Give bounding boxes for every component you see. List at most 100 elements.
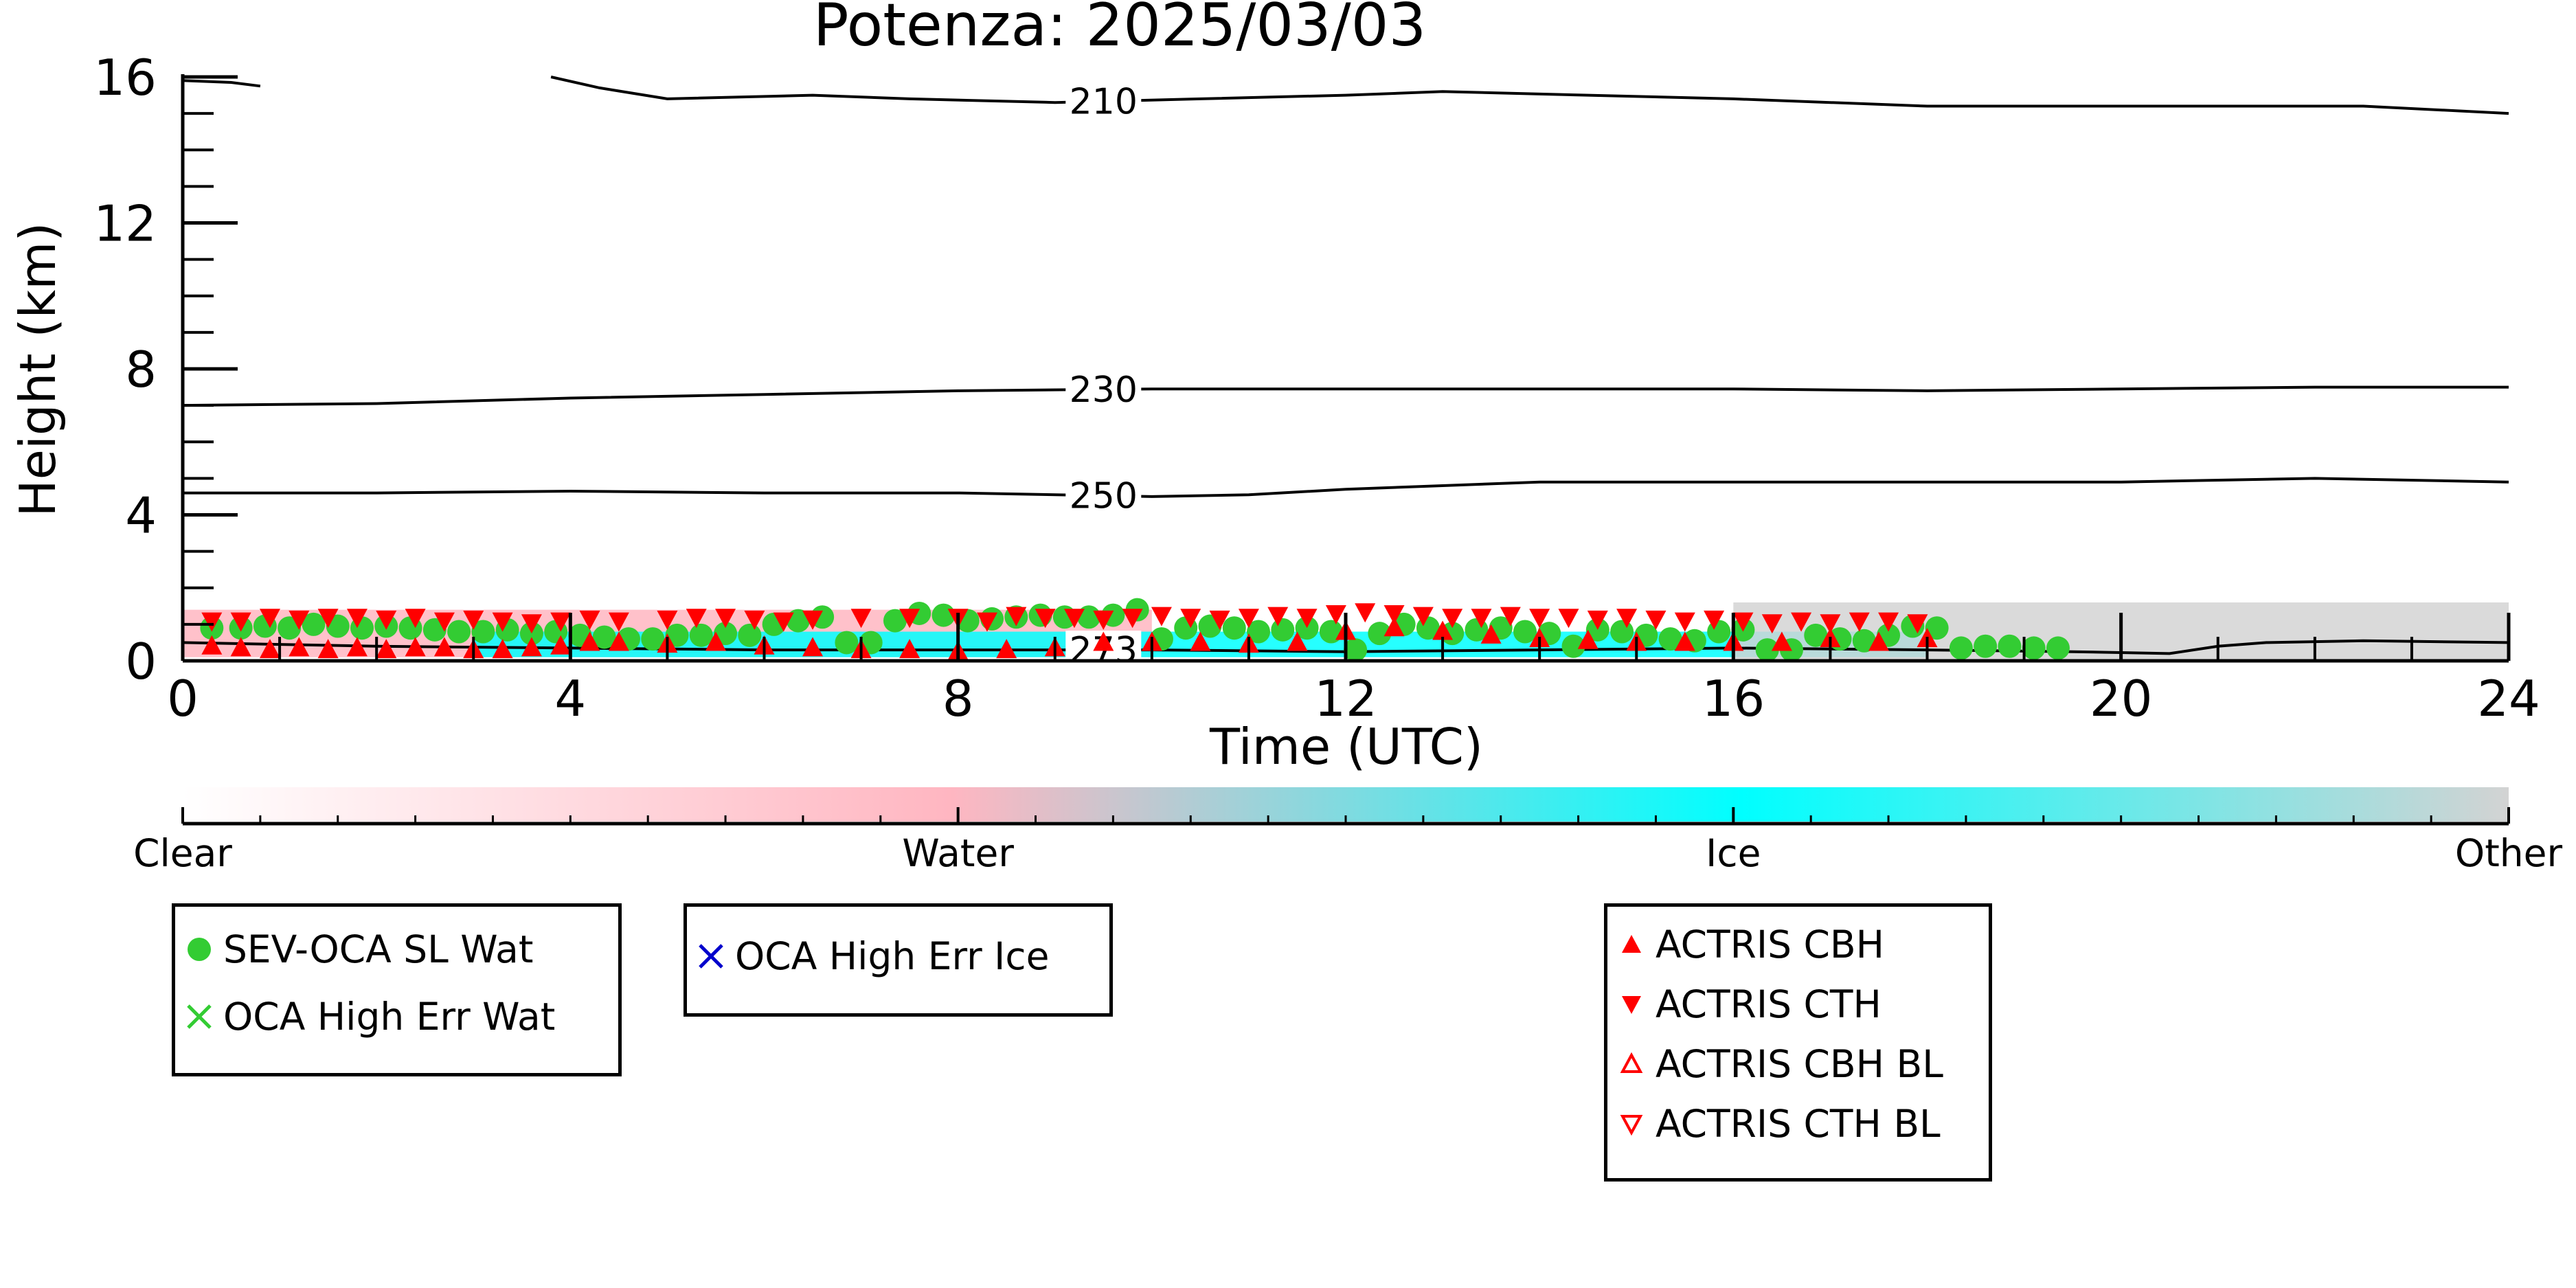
legend-oca-ice: OCA High Err Ice (683, 903, 1113, 1017)
point-sev-oca-sl-wat (302, 612, 326, 636)
point-actris-cth (1907, 614, 1928, 634)
point-actris-cth (463, 610, 484, 630)
point-actris-cth (550, 612, 572, 632)
red-open-triangle-down-marker-icon (1620, 1115, 1643, 1136)
colorbar-ticks: Clear Water Ice Other (133, 807, 2562, 875)
point-actris-cth (1761, 614, 1783, 634)
point-actris-cbh (802, 637, 824, 657)
contour-label-bg (1065, 82, 1142, 118)
point-actris-cth (1209, 610, 1230, 630)
point-actris-cth (492, 612, 513, 632)
contour-label: 230 (1070, 370, 1138, 411)
legend-entry-actris-cth-bl: ACTRIS CTH BL (1607, 1096, 1941, 1151)
point-actris-cth (1820, 614, 1841, 634)
point-sev-oca-sl-wat (883, 609, 907, 633)
point-sev-oca-sl-wat (1925, 616, 1949, 640)
point-actris-cth (317, 609, 339, 629)
point-sev-oca-sl-wat (1513, 620, 1537, 644)
point-actris-cth (376, 610, 397, 630)
contour-250-line (183, 477, 2509, 498)
point-actris-cbh (317, 639, 339, 659)
contour-210-line (182, 79, 261, 88)
point-sev-oca-sl-wat (1368, 622, 1392, 646)
y-tick-label: 4 (125, 487, 157, 545)
point-actris-cth (850, 609, 872, 629)
point-actris-cbh (346, 637, 368, 657)
point-sev-oca-sl-wat (1561, 634, 1585, 658)
chart-title: Potenza: 2025/03/03 (813, 0, 1426, 60)
point-actris-cth (405, 609, 426, 629)
point-actris-cbh (1287, 631, 1308, 651)
legend-label: OCA High Err Wat (223, 995, 556, 1039)
point-actris-cbh (230, 637, 251, 657)
point-actris-cth (773, 612, 794, 632)
point-actris-cth (579, 610, 600, 630)
point-sev-oca-sl-wat (1998, 634, 2022, 658)
colorbar-label: Clear (133, 831, 232, 875)
point-actris-cth (1063, 609, 1085, 629)
point-actris-cth (1587, 610, 1608, 630)
point-actris-cbh (996, 639, 1017, 659)
legend-entry-oca-high-err-wat: OCA High Err Wat (175, 989, 555, 1044)
legend-label: ACTRIS CBH BL (1656, 1042, 1943, 1086)
point-actris-cth (1035, 609, 1056, 629)
point-actris-cth (1878, 612, 1899, 632)
point-actris-cth (1325, 605, 1346, 624)
point-actris-cbh (579, 631, 600, 651)
point-actris-cbh (492, 639, 513, 659)
point-sev-oca-sl-wat (2046, 636, 2070, 660)
point-sev-oca-sl-wat (1610, 620, 1634, 644)
point-sev-oca-sl-wat (447, 620, 471, 644)
contour-label: 250 (1070, 476, 1138, 517)
point-actris-cth (608, 612, 629, 632)
point-actris-cth (433, 612, 455, 632)
point-actris-cth (976, 612, 997, 632)
point-sev-oca-sl-wat (592, 625, 616, 649)
point-actris-cbh (433, 637, 455, 657)
contour-label: 210 (1070, 81, 1138, 122)
point-sev-oca-sl-wat (1247, 620, 1271, 644)
x-axis-label: Time (UTC) (1209, 718, 1483, 776)
point-actris-cth (1296, 609, 1318, 629)
point-sev-oca-sl-wat (1271, 618, 1295, 642)
point-actris-cth (259, 609, 280, 629)
point-actris-cbh (1868, 631, 1889, 651)
point-sev-oca-sl-wat (2022, 636, 2046, 660)
point-actris-cbh (405, 637, 426, 657)
contour-230-line (182, 385, 2509, 407)
point-actris-cth (1006, 607, 1027, 626)
point-actris-cth (289, 610, 310, 630)
point-actris-cbh (705, 631, 726, 651)
red-triangle-down-marker-icon (1622, 996, 1641, 1014)
point-actris-cbh (201, 635, 223, 655)
legend-label: ACTRIS CBH (1656, 923, 1884, 967)
legend-entry-oca-high-err-ice: OCA High Err Ice (687, 929, 1049, 984)
y-tick-label: 16 (93, 49, 157, 106)
point-actris-cth (899, 609, 920, 629)
contour-label-bg (1065, 370, 1142, 406)
point-actris-cth (1645, 610, 1667, 630)
y-tick-label: 8 (125, 341, 157, 398)
legend-entry-actris-cth: ACTRIS CTH (1607, 977, 1882, 1032)
point-actris-cbh (1674, 631, 1695, 651)
point-sev-oca-sl-wat (1755, 638, 1779, 662)
green-circle-marker-icon (188, 938, 211, 961)
point-actris-cth (1529, 609, 1550, 629)
point-actris-cbh (376, 639, 397, 659)
point-actris-cth (521, 614, 542, 634)
point-actris-cth (1732, 612, 1754, 632)
point-sev-oca-sl-wat (1222, 616, 1246, 640)
green-x-marker-icon (187, 1004, 212, 1029)
point-sev-oca-sl-wat (835, 631, 859, 655)
point-sev-oca-sl-wat (641, 627, 665, 651)
plot-area: 210230250273048121604812162024 (93, 49, 2540, 727)
point-actris-cth (744, 610, 765, 630)
point-actris-cbh (1190, 631, 1211, 651)
point-actris-cth (1558, 609, 1579, 629)
point-actris-cth (230, 612, 251, 632)
legend-label: OCA High Err Ice (735, 934, 1050, 978)
point-actris-cth (1442, 609, 1463, 629)
point-actris-cth (1355, 603, 1376, 623)
point-actris-cth (346, 609, 368, 629)
legend-label: ACTRIS CTH BL (1656, 1102, 1941, 1146)
